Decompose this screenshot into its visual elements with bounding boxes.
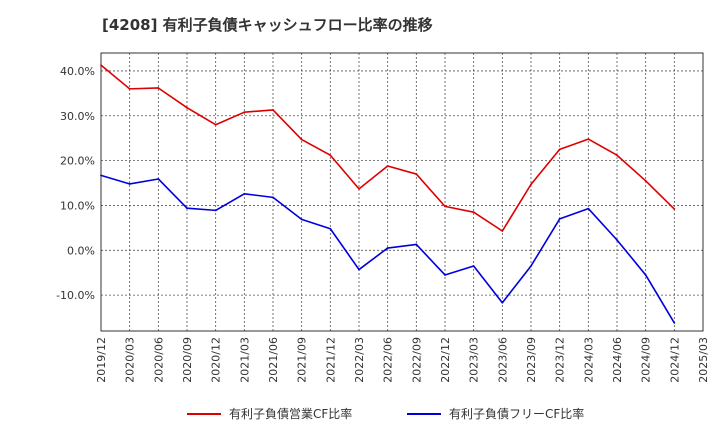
x-tick-label: 2022/06 <box>382 337 395 383</box>
data-point <box>558 218 561 220</box>
legend: 有利子負債営業CF比率 有利子負債フリーCF比率 <box>187 406 584 421</box>
data-point <box>272 109 274 111</box>
data-point <box>558 148 561 151</box>
x-tick-label: 2023/09 <box>525 337 538 383</box>
data-point <box>472 211 475 214</box>
x-tick-label: 2024/03 <box>582 337 595 383</box>
series-lines <box>100 64 676 324</box>
data-point <box>214 209 217 212</box>
data-point <box>530 265 532 267</box>
x-tick-label: 2020/03 <box>124 337 137 383</box>
x-tick-label: 2021/12 <box>324 337 337 383</box>
data-point <box>100 64 102 67</box>
x-tick-label: 2021/06 <box>267 337 280 383</box>
y-axis-ticks: 40.0% 30.0% 20.0% 10.0% 0.0% -10.0% <box>56 65 95 302</box>
data-point <box>243 192 246 195</box>
data-point <box>272 196 274 199</box>
y-tick-label: 20.0% <box>60 155 95 168</box>
data-point <box>444 274 446 276</box>
data-point <box>415 243 418 246</box>
x-tick-label: 2022/09 <box>410 337 423 383</box>
data-point <box>186 106 188 109</box>
x-tick-label: 2024/09 <box>640 337 653 383</box>
data-point <box>157 87 160 89</box>
grid <box>100 53 704 331</box>
x-tick-label: 2022/12 <box>439 337 452 383</box>
data-point <box>243 111 246 114</box>
data-point <box>329 227 332 230</box>
x-tick-label: 2019/12 <box>95 337 108 383</box>
data-point <box>644 179 647 182</box>
plot-frame <box>100 52 704 332</box>
legend-label-2: 有利子負債フリーCF比率 <box>449 406 584 421</box>
data-point <box>501 301 504 304</box>
x-tick-label: 2020/12 <box>210 337 223 383</box>
data-point <box>673 322 676 324</box>
data-point <box>587 207 590 210</box>
x-axis-ticks: 2019/12 2020/03 2020/06 2020/09 2020/12 2021/… <box>95 337 710 383</box>
data-point <box>128 87 131 90</box>
data-point <box>673 208 676 210</box>
x-tick-label: 2020/09 <box>181 337 194 383</box>
data-point <box>415 173 418 175</box>
data-point <box>530 183 532 186</box>
data-point <box>186 207 188 210</box>
y-tick-label: 40.0% <box>60 65 95 78</box>
data-point <box>128 183 131 185</box>
data-point <box>329 154 332 157</box>
x-tick-label: 2023/06 <box>496 337 509 383</box>
data-point <box>501 230 504 232</box>
data-point <box>100 174 102 177</box>
data-point <box>616 154 618 157</box>
x-tick-label: 2020/06 <box>152 337 165 383</box>
data-point <box>386 247 389 249</box>
data-point <box>300 138 303 141</box>
data-point <box>386 165 389 167</box>
x-tick-label: 2021/09 <box>296 337 309 383</box>
x-tick-label: 2024/06 <box>611 337 624 383</box>
data-point <box>644 274 647 276</box>
x-tick-label: 2022/03 <box>353 337 366 383</box>
data-point <box>587 138 590 140</box>
y-tick-label: 30.0% <box>60 110 95 123</box>
x-tick-label: 2021/03 <box>238 337 251 383</box>
data-point <box>444 205 446 208</box>
x-tick-label: 2023/12 <box>554 337 567 383</box>
data-point <box>358 187 360 190</box>
y-tick-label: -10.0% <box>56 289 95 302</box>
data-point <box>157 178 160 180</box>
data-point <box>616 239 618 241</box>
chart-title: [4208] 有利子負債キャッシュフロー比率の推移 <box>102 16 433 34</box>
y-tick-label: 0.0% <box>67 244 95 257</box>
legend-label-1: 有利子負債営業CF比率 <box>229 406 352 421</box>
data-point <box>300 218 303 221</box>
x-tick-label: 2024/12 <box>668 337 681 383</box>
data-point <box>358 268 360 271</box>
data-point <box>214 123 217 126</box>
x-tick-label: 2023/03 <box>468 337 481 383</box>
data-point <box>472 265 475 267</box>
x-tick-label: 2025/03 <box>697 337 710 383</box>
y-tick-label: 10.0% <box>60 199 95 212</box>
